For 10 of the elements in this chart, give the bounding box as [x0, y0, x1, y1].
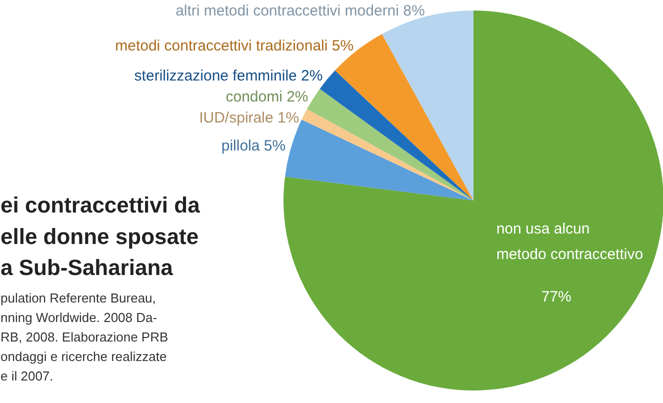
- slice-label: pillola 5%: [221, 137, 286, 154]
- data-label: 77%: [541, 288, 572, 306]
- slice-label: condomi 2%: [226, 88, 308, 106]
- slice-label: IUD/spirale 1%: [199, 109, 300, 126]
- slice-label: non usa alcun metodo contraccettivo: [496, 220, 644, 264]
- slice-label: sterilizzazione femminile 2%: [134, 67, 323, 84]
- slice-label: metodi contraccettivi tradizionali 5%: [115, 37, 354, 54]
- text: ei contraccettivi da elle donne sposate a Sub-Sahariana: [0, 192, 201, 280]
- slice-label: altri metodi contraccettivi moderni 8%: [176, 2, 425, 20]
- text: pulation Referente Bureau, nning Worldwide. 2008 Da- RB, 2008. Elaborazione PRB ondaggi e ricerche realizzate e il 2007.: [0, 290, 168, 384]
